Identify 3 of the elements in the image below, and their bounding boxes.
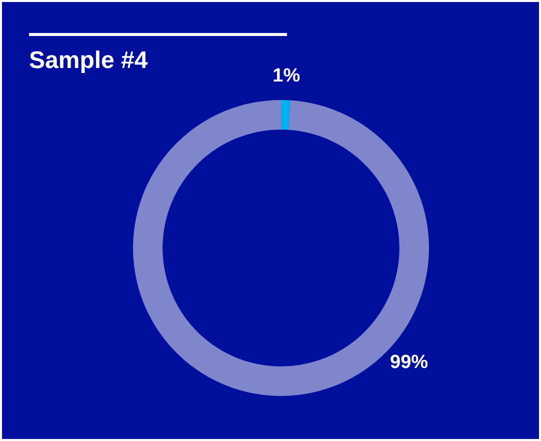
- chart-title: Sample #4: [29, 47, 148, 75]
- data-label: 1%: [272, 65, 300, 86]
- data-label: 99%: [390, 352, 428, 374]
